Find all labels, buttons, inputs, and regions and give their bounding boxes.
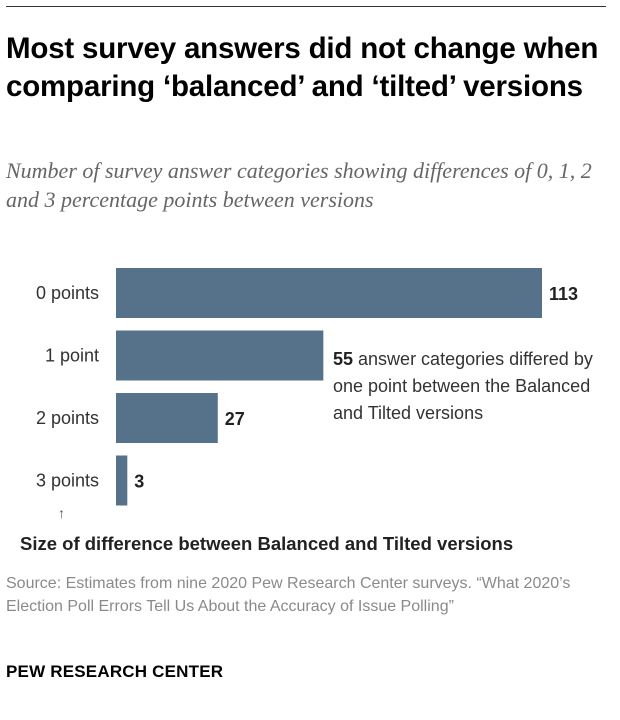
chart-subtitle: Number of survey answer categories showi… [6,158,592,212]
bar-chart: 0 points 113 1 point 2 points 27 3 points 3 [36,268,578,506]
value-label: 113 [549,284,578,304]
bar-3-points [116,455,128,506]
bar-2-points [116,393,218,443]
top-rule [6,6,606,7]
bar-1-point [116,330,324,381]
category-label: 2 points [36,408,99,428]
brand-logo-text: PEW RESEARCH CENTER [6,662,224,681]
annotation-text: answer categories differed by one point … [333,349,593,423]
annotation-value: 55 [333,349,354,369]
value-label: 27 [225,409,245,429]
bar-annotation: 55 answer categories differed by one poi… [333,346,593,427]
category-label: 1 point [45,346,99,366]
bar-0-points [116,268,542,318]
chart-title: Most survey answers did not change when … [6,32,599,103]
axis-title: Size of difference between Balanced and … [20,533,514,554]
category-label: 0 points [36,283,99,303]
category-label: 3 points [36,471,99,491]
source-note: Source: Estimates from nine 2020 Pew Res… [6,575,571,615]
up-arrow-icon: ↑ [58,505,65,521]
value-label: 3 [134,472,144,492]
